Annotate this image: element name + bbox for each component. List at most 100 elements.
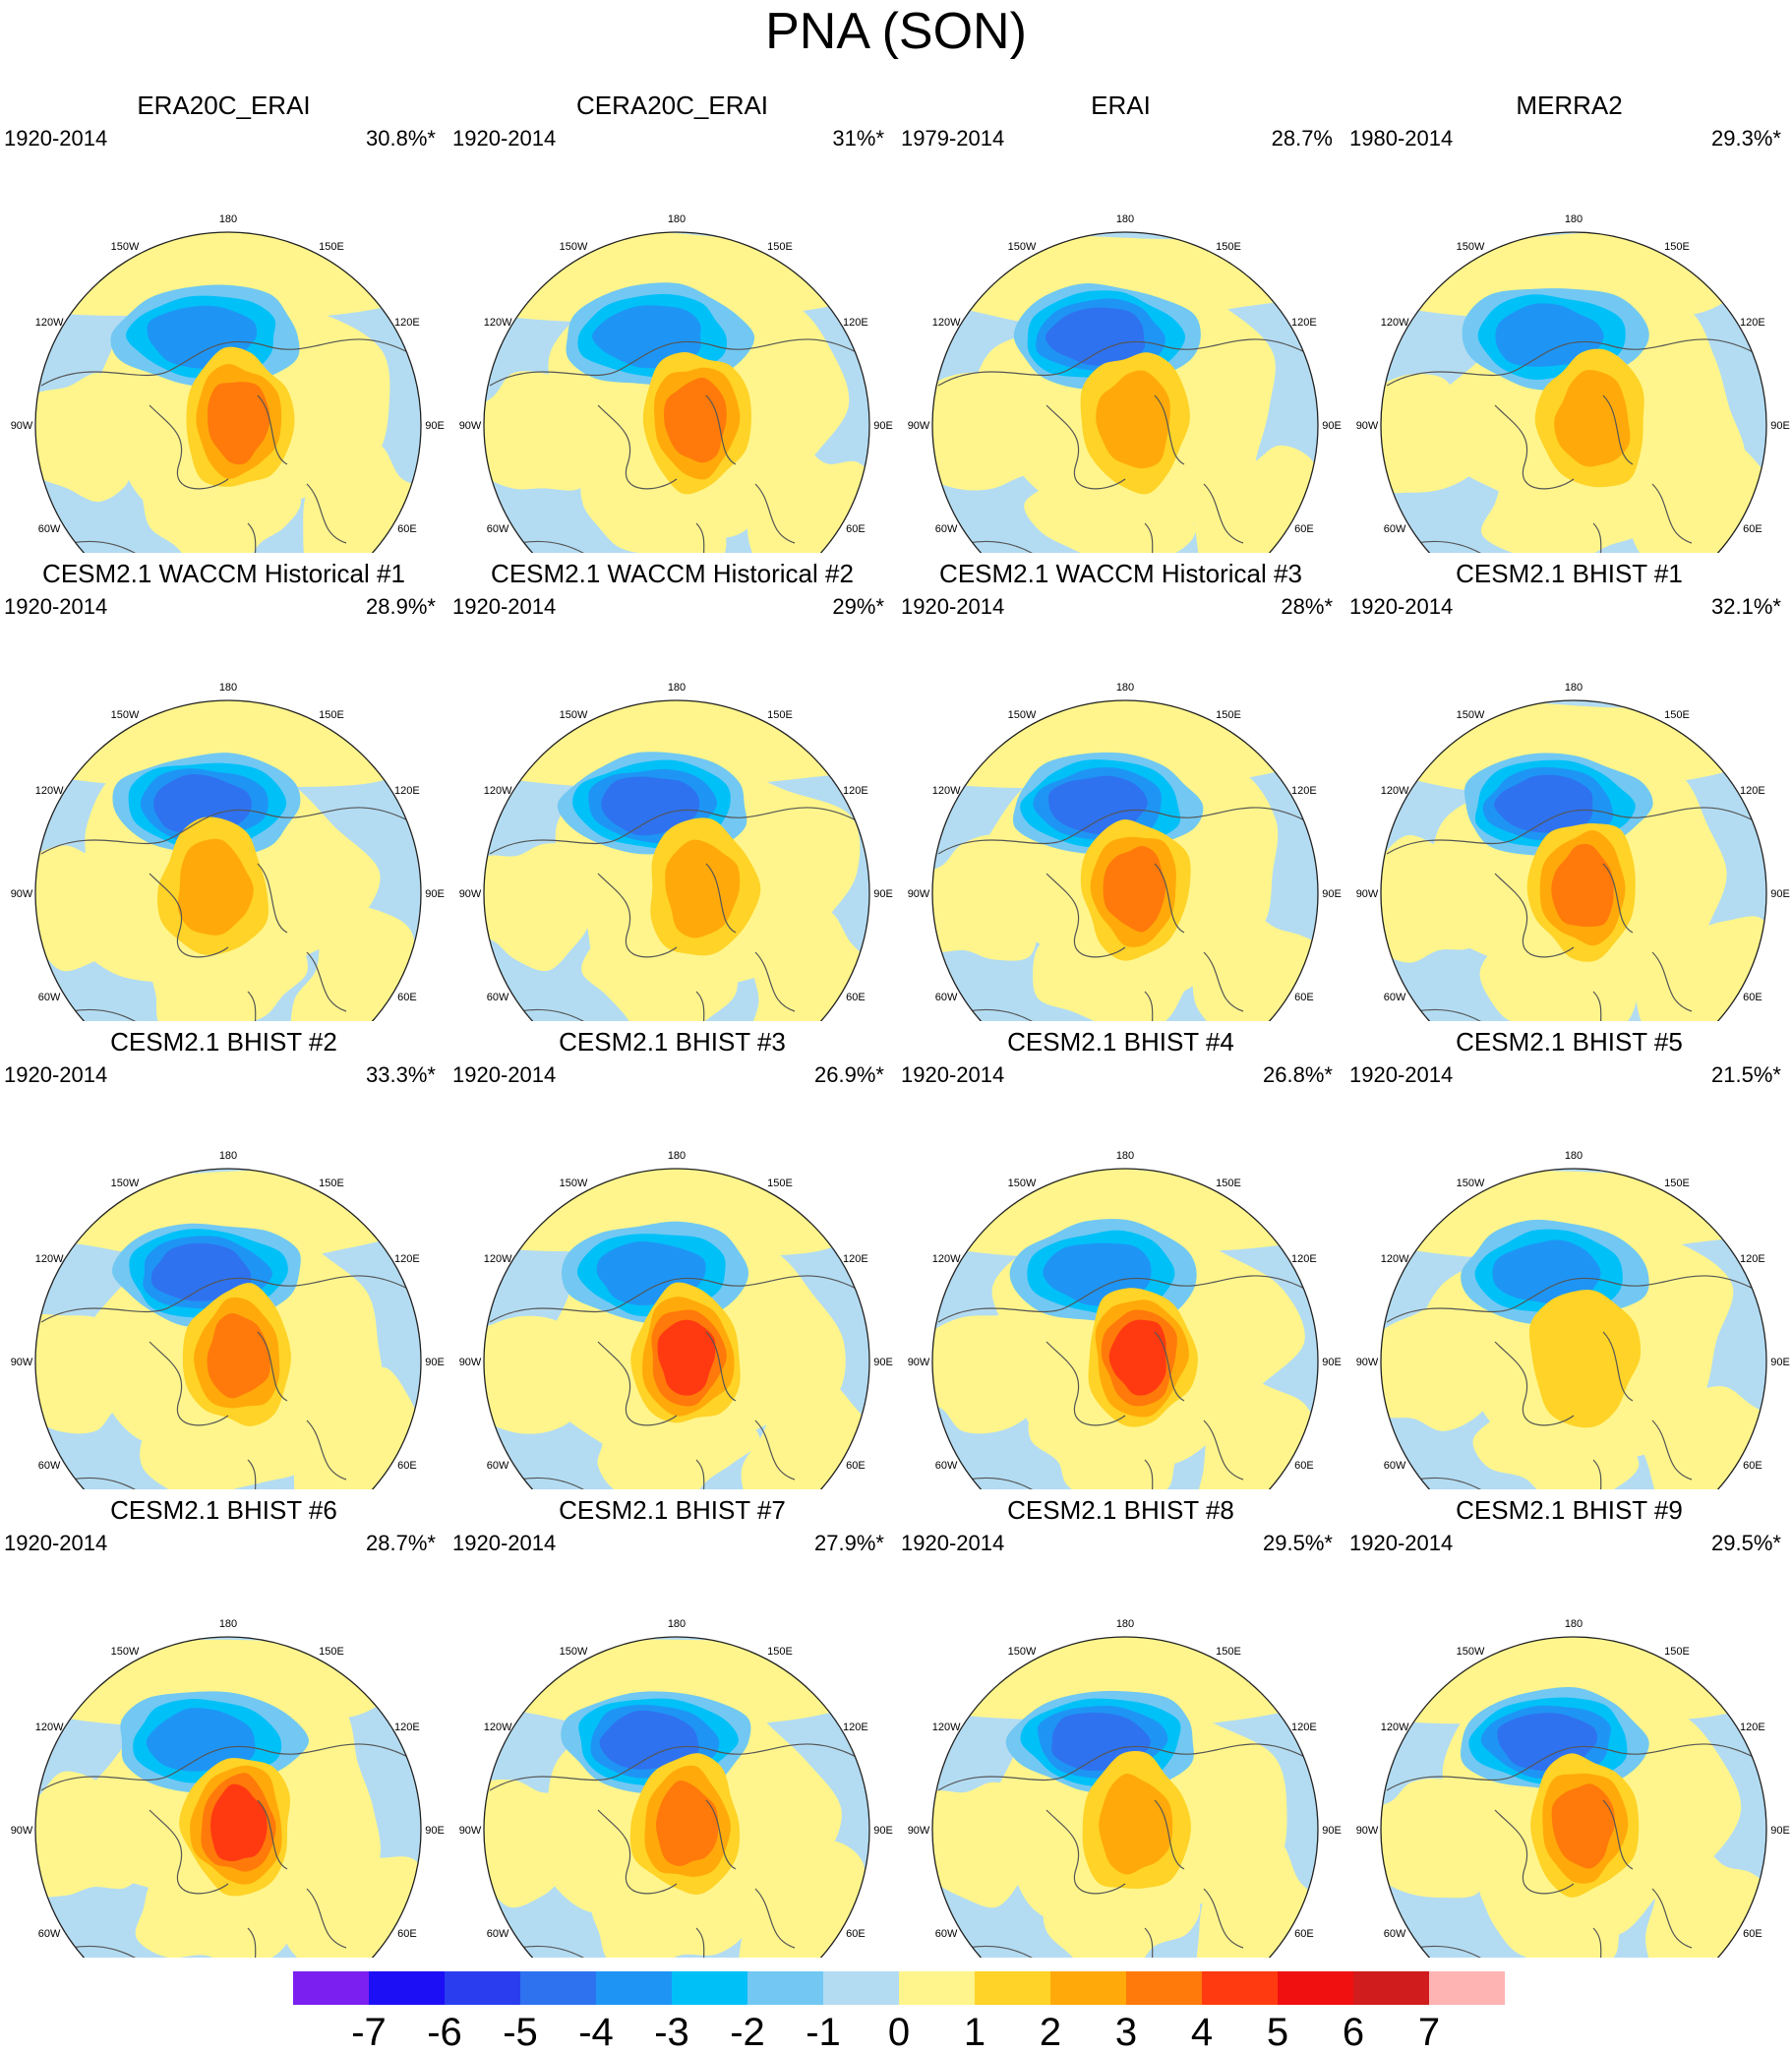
longitude-label: 120W (932, 785, 961, 797)
longitude-label: 90W (908, 1825, 930, 1837)
coastline (1154, 1331, 1185, 1402)
colorbar-swatch (823, 1971, 899, 2005)
longitude-label: 120E (843, 1253, 868, 1265)
longitude-label: 60W (1384, 523, 1406, 535)
longitude-label: 90W (1356, 1825, 1379, 1837)
polar-map: 180150E120E90E60E30E030W60W90W120W150W (1356, 1618, 1790, 1958)
longitude-label: 180 (668, 1150, 686, 1162)
longitude-label: 150W (1457, 1178, 1485, 1189)
longitude-label: 150E (319, 1178, 344, 1189)
longitude-label: 90E (1770, 888, 1790, 900)
panel-title: MERRA2 (1516, 91, 1623, 120)
map-panel: CESM2.1 BHIST #1 1920-2014 32.1%* 180 150E 12… (1345, 559, 1792, 1021)
longitude-label: 90E (1770, 1825, 1790, 1837)
longitude-label: 150E (319, 241, 344, 253)
longitude-label: 150E (1216, 1646, 1241, 1658)
positive-anomaly-region (484, 1779, 603, 1908)
coastline (1415, 1008, 1535, 1021)
negative-anomaly-contour (146, 1708, 256, 1772)
longitude-label: 120W (484, 785, 512, 797)
positive-anomaly-region (1196, 1837, 1318, 1958)
coastline (247, 1927, 416, 1958)
panel-years: 1920-2014 (452, 1062, 557, 1087)
positive-anomaly-region (1381, 1303, 1497, 1431)
map-panel: ERA20C_ERAI 1920-2014 30.8%* 180 150E 120E 90E… (0, 91, 448, 553)
colorbar-tick-label: -2 (730, 2011, 765, 2054)
longitude-label: 180 (668, 213, 686, 225)
coastline (597, 1341, 678, 1426)
longitude-label: 150W (1008, 1178, 1037, 1189)
longitude-label: 90W (459, 1357, 482, 1368)
coastline (306, 1888, 347, 1949)
longitude-label: 90E (1322, 1357, 1342, 1368)
positive-anomaly-contour (1528, 1290, 1642, 1428)
polar-map: 180150E120E90E60E30E030W60W90W120W150W (908, 1618, 1342, 1958)
coastline (1203, 1420, 1244, 1480)
longitude-label: 90E (425, 420, 445, 432)
coastline (518, 1945, 638, 1958)
panel-variance-percent: 33.3%* (366, 1062, 436, 1087)
coastline (1154, 863, 1185, 934)
panel-title: CESM2.1 WACCM Historical #2 (491, 559, 854, 588)
negative-anomaly-contour (152, 774, 253, 834)
coastline (1494, 1809, 1575, 1895)
longitude-label: 150W (111, 709, 140, 721)
coastline (1203, 951, 1244, 1012)
coastline (1045, 404, 1126, 490)
positive-anomaly-region (484, 1315, 605, 1434)
positive-anomaly-contour (1551, 1783, 1616, 1869)
coastline (306, 951, 347, 1012)
positive-anomaly-region (747, 444, 869, 553)
panel-years: 1920-2014 (452, 126, 557, 151)
map-panel: CESM2.1 WACCM Historical #3 1920-2014 28%*… (897, 559, 1344, 1021)
coastline (1494, 404, 1575, 490)
longitude-label: 120E (1291, 317, 1317, 329)
positive-anomaly-region (484, 843, 594, 972)
coastline (695, 1927, 865, 1958)
coastline (937, 1743, 1313, 1791)
polar-map: 180150E120E90E60E30E030W60W90W120W150W (459, 682, 893, 1021)
colorbar-tick-label: -3 (654, 2011, 689, 2054)
coastline (967, 540, 1087, 553)
map-outline (483, 1168, 870, 1489)
coastline (967, 1008, 1087, 1021)
longitude-label: 120E (1740, 1253, 1765, 1265)
longitude-label: 180 (1565, 213, 1583, 225)
coastline (489, 1275, 865, 1323)
positive-anomaly-region (748, 908, 869, 1021)
longitude-label: 180 (219, 213, 237, 225)
coastline (489, 338, 865, 387)
longitude-label: 150W (1008, 709, 1037, 721)
coastline (70, 1008, 190, 1021)
longitude-label: 120W (932, 317, 961, 329)
panel-title: CESM2.1 BHIST #7 (559, 1495, 786, 1525)
longitude-label: 150W (560, 709, 588, 721)
positive-anomaly-region (932, 834, 1044, 961)
positive-anomaly-contour (1096, 370, 1170, 469)
positive-anomaly-contour (665, 839, 741, 938)
map-outline (34, 1636, 422, 1958)
longitude-label: 120W (1381, 1253, 1409, 1265)
longitude-label: 90E (1322, 1825, 1342, 1837)
longitude-label: 150E (1664, 1646, 1690, 1658)
map-outline (483, 1636, 870, 1958)
longitude-label: 60W (38, 523, 61, 535)
map-outline (931, 1168, 1319, 1489)
positive-anomaly-contour (1551, 844, 1614, 928)
longitude-label: 150W (560, 241, 588, 253)
panel-variance-percent: 29.5%* (1711, 1531, 1781, 1555)
longitude-label: 180 (1116, 213, 1134, 225)
longitude-label: 90E (873, 1825, 893, 1837)
longitude-label: 150W (1457, 709, 1485, 721)
longitude-label: 150E (1216, 709, 1241, 721)
longitude-label: 60E (846, 523, 866, 535)
longitude-label: 60E (1743, 1460, 1762, 1472)
longitude-label: 60E (397, 992, 417, 1003)
coastline (1494, 873, 1575, 958)
map-panel: CESM2.1 BHIST #9 1920-2014 29.5%* 180 150E 12… (1345, 1495, 1792, 1958)
longitude-label: 180 (668, 682, 686, 694)
positive-anomaly-region (1638, 1386, 1766, 1489)
longitude-label: 180 (1116, 682, 1134, 694)
longitude-label: 150E (1664, 709, 1690, 721)
longitude-label: 120W (35, 785, 64, 797)
